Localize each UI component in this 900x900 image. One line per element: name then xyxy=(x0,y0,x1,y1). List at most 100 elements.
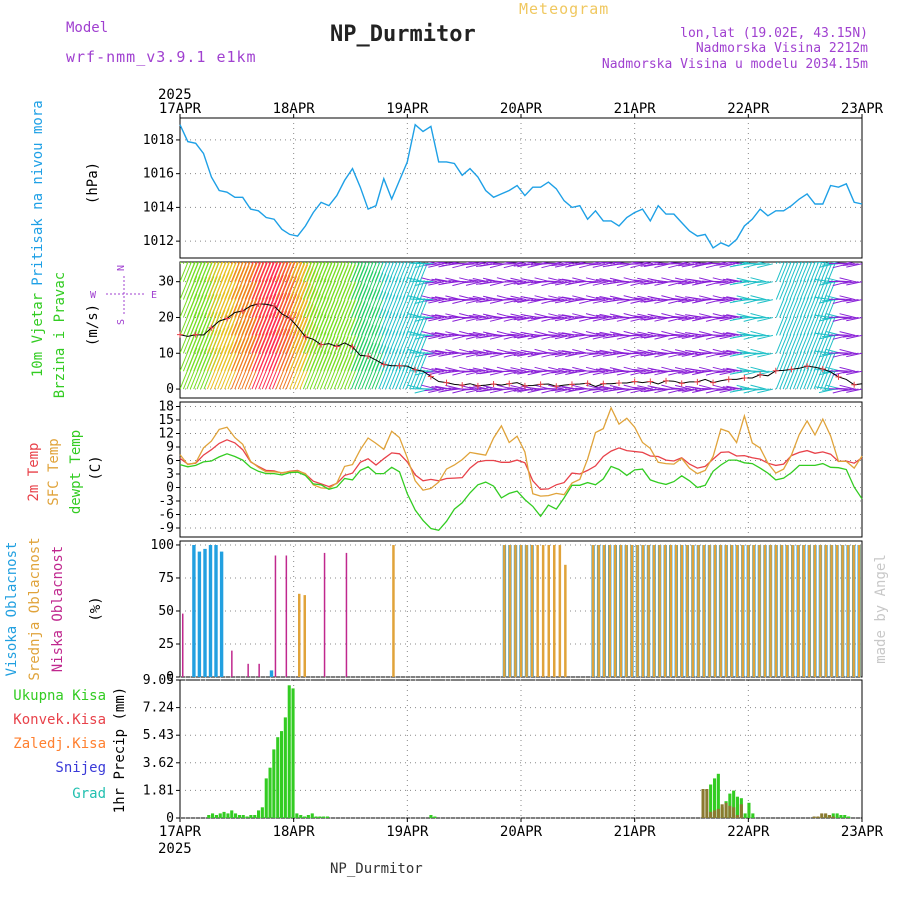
wind-barb xyxy=(561,278,578,283)
wind-barb xyxy=(381,262,384,264)
wind-barb xyxy=(630,388,647,394)
wind-barb xyxy=(479,388,496,393)
wind-barb xyxy=(796,368,806,390)
wind-barb xyxy=(585,331,602,336)
y-tick-label: -6 xyxy=(158,508,174,523)
wind-barb xyxy=(779,352,788,372)
wind-speed-marker xyxy=(333,343,340,350)
y-tick-label: 9.05 xyxy=(143,673,174,688)
wind-barb xyxy=(479,334,496,339)
wind-barb xyxy=(799,278,810,300)
wind-barb xyxy=(606,263,623,267)
wind-barb xyxy=(465,370,482,376)
wind-speed-marker xyxy=(412,366,419,373)
wind-barb xyxy=(506,315,523,318)
total-precip-bar xyxy=(260,807,264,818)
top-year-label: 2025 xyxy=(158,87,192,103)
y-tick-label: 0 xyxy=(166,670,174,685)
wind-barb xyxy=(424,281,441,284)
wind-barb xyxy=(479,370,496,375)
wind-barb xyxy=(568,299,585,302)
lonlat-label: lon,lat (19.02E, 43.15N) xyxy=(680,26,868,41)
wind-barb xyxy=(441,281,458,285)
mid-cloud-bar xyxy=(663,545,667,677)
wind-barb xyxy=(592,317,609,322)
wind-barb xyxy=(561,332,578,336)
wind-barb xyxy=(671,333,688,336)
wind-barb xyxy=(554,262,564,265)
wind-barb xyxy=(402,262,405,264)
wind-barb xyxy=(479,263,496,267)
wind-barb xyxy=(842,299,859,302)
mid-cloud-bar xyxy=(758,545,761,677)
wind-barb xyxy=(368,262,377,282)
wind-barb xyxy=(595,262,612,265)
total-precip-bar xyxy=(214,815,218,818)
wind-barb xyxy=(846,352,862,358)
wind-speed-marker xyxy=(741,374,748,381)
wind-barb xyxy=(585,348,602,354)
wind-barb xyxy=(786,262,788,264)
cloud-axis-label-low: Niska Oblacnost xyxy=(50,546,66,672)
wind-barb xyxy=(374,262,384,282)
wind-barb xyxy=(292,262,295,264)
wind-barb xyxy=(827,262,829,264)
mid-cloud-bar xyxy=(724,545,728,677)
wind-barb xyxy=(217,262,227,282)
wind-barb xyxy=(441,334,458,338)
wind-barb xyxy=(434,367,451,372)
conv-precip-bar xyxy=(831,816,835,818)
mid-cloud-bar xyxy=(741,545,744,677)
wind-barb xyxy=(541,263,558,269)
wind-barb xyxy=(715,370,732,374)
wind-barb xyxy=(671,315,688,318)
wind-barb xyxy=(424,388,441,392)
sfc-line xyxy=(179,406,863,497)
wind-barb xyxy=(715,317,732,320)
mid-cloud-bar xyxy=(763,545,767,677)
wind-barb xyxy=(705,317,722,322)
conv-precip-bar xyxy=(716,808,720,818)
wind-barb xyxy=(782,352,792,372)
wind-barb xyxy=(251,262,254,264)
wind-barb xyxy=(282,262,292,282)
mid-cloud-bar xyxy=(392,545,395,677)
conv-precip-bar xyxy=(720,804,724,818)
wind-barb xyxy=(479,299,496,303)
wind-barb xyxy=(671,351,688,354)
mid-cloud-bar xyxy=(736,545,739,677)
wind-barb xyxy=(796,332,806,354)
wind-barb xyxy=(477,262,489,265)
wind-barb xyxy=(230,262,240,282)
wind-barb xyxy=(650,315,667,318)
wind-barb xyxy=(810,262,812,264)
mid-cloud-bar xyxy=(846,545,850,677)
wind-barb xyxy=(678,263,695,267)
wind-barb xyxy=(254,262,257,264)
mid-cloud-bar xyxy=(835,545,839,677)
total-precip-bar xyxy=(747,802,751,818)
top-time-tick-label: 18APR xyxy=(273,101,316,117)
wind-barb xyxy=(650,368,667,372)
wind-barb xyxy=(428,263,445,268)
total-precip-bar xyxy=(735,796,739,818)
wind-barb xyxy=(261,262,271,282)
total-precip-bar xyxy=(280,731,284,818)
wind-barb xyxy=(585,295,602,301)
wind-barb xyxy=(431,278,448,283)
wind-barb xyxy=(417,316,434,318)
wind-barb xyxy=(832,299,849,304)
wind-barb xyxy=(186,262,196,282)
wind-barb xyxy=(428,317,445,322)
wind-barb xyxy=(588,317,606,320)
wind-barb xyxy=(585,366,602,372)
wind-barb xyxy=(813,296,823,318)
compass-west: W xyxy=(90,290,97,301)
wind-barb xyxy=(592,370,609,376)
wind-barb xyxy=(510,313,527,318)
wind-barb xyxy=(428,334,445,340)
high-cloud-bar xyxy=(203,548,207,677)
wind-barb xyxy=(258,262,268,282)
wind-speed-marker xyxy=(725,376,732,383)
wind-barb xyxy=(515,262,527,265)
